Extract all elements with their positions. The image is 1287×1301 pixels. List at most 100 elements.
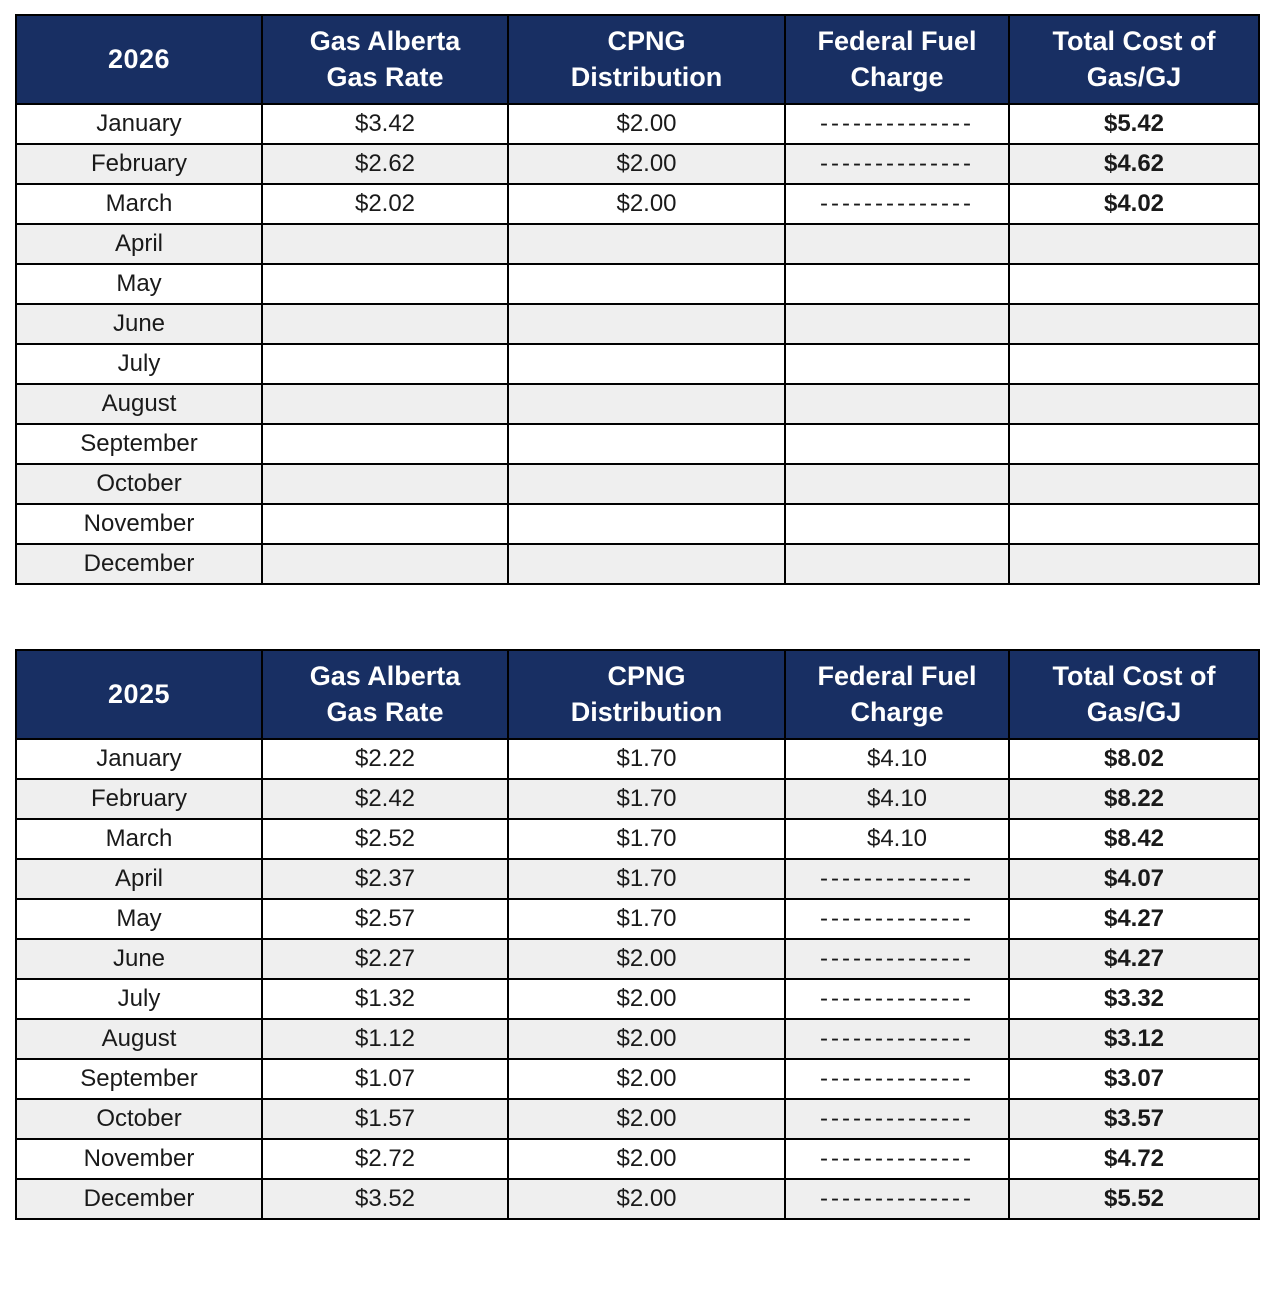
gas-rate-cell: [261, 423, 509, 465]
col-header-federal-fuel-charge: Federal Fuel Charge: [784, 14, 1010, 105]
total-cell: $3.12: [1008, 1018, 1260, 1060]
month-cell: January: [15, 103, 263, 145]
total-cell: $4.07: [1008, 858, 1260, 900]
distribution-cell: [507, 263, 786, 305]
header-row: 2026 Gas Alberta Gas Rate CPNG Distribut…: [15, 14, 1260, 105]
gas-rate-cell: $2.72: [261, 1138, 509, 1180]
table-header-2026: 2026 Gas Alberta Gas Rate CPNG Distribut…: [15, 14, 1260, 105]
table-row-june: June: [15, 303, 1260, 345]
month-cell: January: [15, 738, 263, 780]
distribution-cell: $2.00: [507, 1178, 786, 1220]
distribution-cell: $2.00: [507, 103, 786, 145]
fuel-charge-cell: [784, 263, 1010, 305]
fuel-charge-cell: [784, 463, 1010, 505]
table-header-2025: 2025 Gas Alberta Gas Rate CPNG Distribut…: [15, 649, 1260, 740]
month-cell: November: [15, 1138, 263, 1180]
table-row-may: May: [15, 263, 1260, 305]
gas-rate-cell: $2.52: [261, 818, 509, 860]
month-cell: June: [15, 938, 263, 980]
gas-rate-cell: $2.02: [261, 183, 509, 225]
month-cell: February: [15, 778, 263, 820]
fuel-charge-cell: [784, 423, 1010, 465]
gas-rate-cell: [261, 343, 509, 385]
table-row-september: September: [15, 423, 1260, 465]
table-row-november: November $2.72 $2.00 -------------- $4.72: [15, 1138, 1260, 1180]
table-body-2026: January $3.42 $2.00 -------------- $5.42 Febr…: [15, 103, 1260, 585]
total-cell: $5.42: [1008, 103, 1260, 145]
rates-table-2025: 2025 Gas Alberta Gas Rate CPNG Distribut…: [15, 649, 1260, 1220]
distribution-cell: $2.00: [507, 938, 786, 980]
table-row-march: March $2.02 $2.00 -------------- $4.02: [15, 183, 1260, 225]
fuel-charge-cell: [784, 343, 1010, 385]
gas-rate-cell: [261, 503, 509, 545]
table-row-january: January $3.42 $2.00 -------------- $5.42: [15, 103, 1260, 145]
col-header-gas-alberta-gas-rate: Gas Alberta Gas Rate: [261, 14, 509, 105]
fuel-charge-cell: [784, 303, 1010, 345]
distribution-cell: $2.00: [507, 143, 786, 185]
distribution-cell: [507, 503, 786, 545]
gas-rate-cell: $3.42: [261, 103, 509, 145]
fuel-charge-cell: --------------: [784, 1138, 1010, 1180]
table-row-february: February $2.42 $1.70 $4.10 $8.22: [15, 778, 1260, 820]
month-cell: October: [15, 463, 263, 505]
total-cell: $3.07: [1008, 1058, 1260, 1100]
header-row: 2025 Gas Alberta Gas Rate CPNG Distribut…: [15, 649, 1260, 740]
month-cell: February: [15, 143, 263, 185]
month-cell: April: [15, 858, 263, 900]
fuel-charge-cell: --------------: [784, 1058, 1010, 1100]
distribution-cell: $2.00: [507, 1018, 786, 1060]
total-cell: [1008, 343, 1260, 385]
month-cell: April: [15, 223, 263, 265]
month-cell: September: [15, 423, 263, 465]
month-cell: May: [15, 898, 263, 940]
month-cell: March: [15, 183, 263, 225]
distribution-cell: $2.00: [507, 1058, 786, 1100]
fuel-charge-cell: --------------: [784, 103, 1010, 145]
month-cell: December: [15, 543, 263, 585]
gas-rate-cell: [261, 263, 509, 305]
distribution-cell: $1.70: [507, 738, 786, 780]
total-cell: $3.32: [1008, 978, 1260, 1020]
total-cell: $4.72: [1008, 1138, 1260, 1180]
total-cell: $4.02: [1008, 183, 1260, 225]
total-cell: [1008, 543, 1260, 585]
month-cell: August: [15, 1018, 263, 1060]
table-row-may: May $2.57 $1.70 -------------- $4.27: [15, 898, 1260, 940]
table-row-november: November: [15, 503, 1260, 545]
table-row-august: August: [15, 383, 1260, 425]
month-cell: October: [15, 1098, 263, 1140]
table-row-april: April: [15, 223, 1260, 265]
fuel-charge-cell: --------------: [784, 898, 1010, 940]
year-header: 2025: [15, 649, 263, 740]
gas-rate-cell: [261, 303, 509, 345]
total-cell: $8.22: [1008, 778, 1260, 820]
fuel-charge-cell: [784, 383, 1010, 425]
col-header-cpng-distribution: CPNG Distribution: [507, 649, 786, 740]
year-header: 2026: [15, 14, 263, 105]
table-row-august: August $1.12 $2.00 -------------- $3.12: [15, 1018, 1260, 1060]
distribution-cell: $1.70: [507, 858, 786, 900]
gas-rates-page: 2026 Gas Alberta Gas Rate CPNG Distribut…: [15, 14, 1260, 1220]
distribution-cell: [507, 223, 786, 265]
table-row-february: February $2.62 $2.00 -------------- $4.62: [15, 143, 1260, 185]
distribution-cell: $2.00: [507, 978, 786, 1020]
month-cell: May: [15, 263, 263, 305]
table-row-march: March $2.52 $1.70 $4.10 $8.42: [15, 818, 1260, 860]
total-cell: $4.27: [1008, 898, 1260, 940]
gas-rate-cell: $2.57: [261, 898, 509, 940]
gas-rate-cell: [261, 383, 509, 425]
table-row-january: January $2.22 $1.70 $4.10 $8.02: [15, 738, 1260, 780]
gas-rate-cell: $1.57: [261, 1098, 509, 1140]
distribution-cell: $2.00: [507, 1138, 786, 1180]
rate-table-2025: 2025 Gas Alberta Gas Rate CPNG Distribut…: [15, 649, 1260, 1220]
month-cell: June: [15, 303, 263, 345]
distribution-cell: $2.00: [507, 1098, 786, 1140]
distribution-cell: [507, 463, 786, 505]
gas-rate-cell: $2.37: [261, 858, 509, 900]
gas-rate-cell: $2.62: [261, 143, 509, 185]
fuel-charge-cell: $4.10: [784, 778, 1010, 820]
table-body-2025: January $2.22 $1.70 $4.10 $8.02 February $2.42…: [15, 738, 1260, 1220]
total-cell: $4.27: [1008, 938, 1260, 980]
fuel-charge-cell: [784, 503, 1010, 545]
col-header-gas-alberta-gas-rate: Gas Alberta Gas Rate: [261, 649, 509, 740]
